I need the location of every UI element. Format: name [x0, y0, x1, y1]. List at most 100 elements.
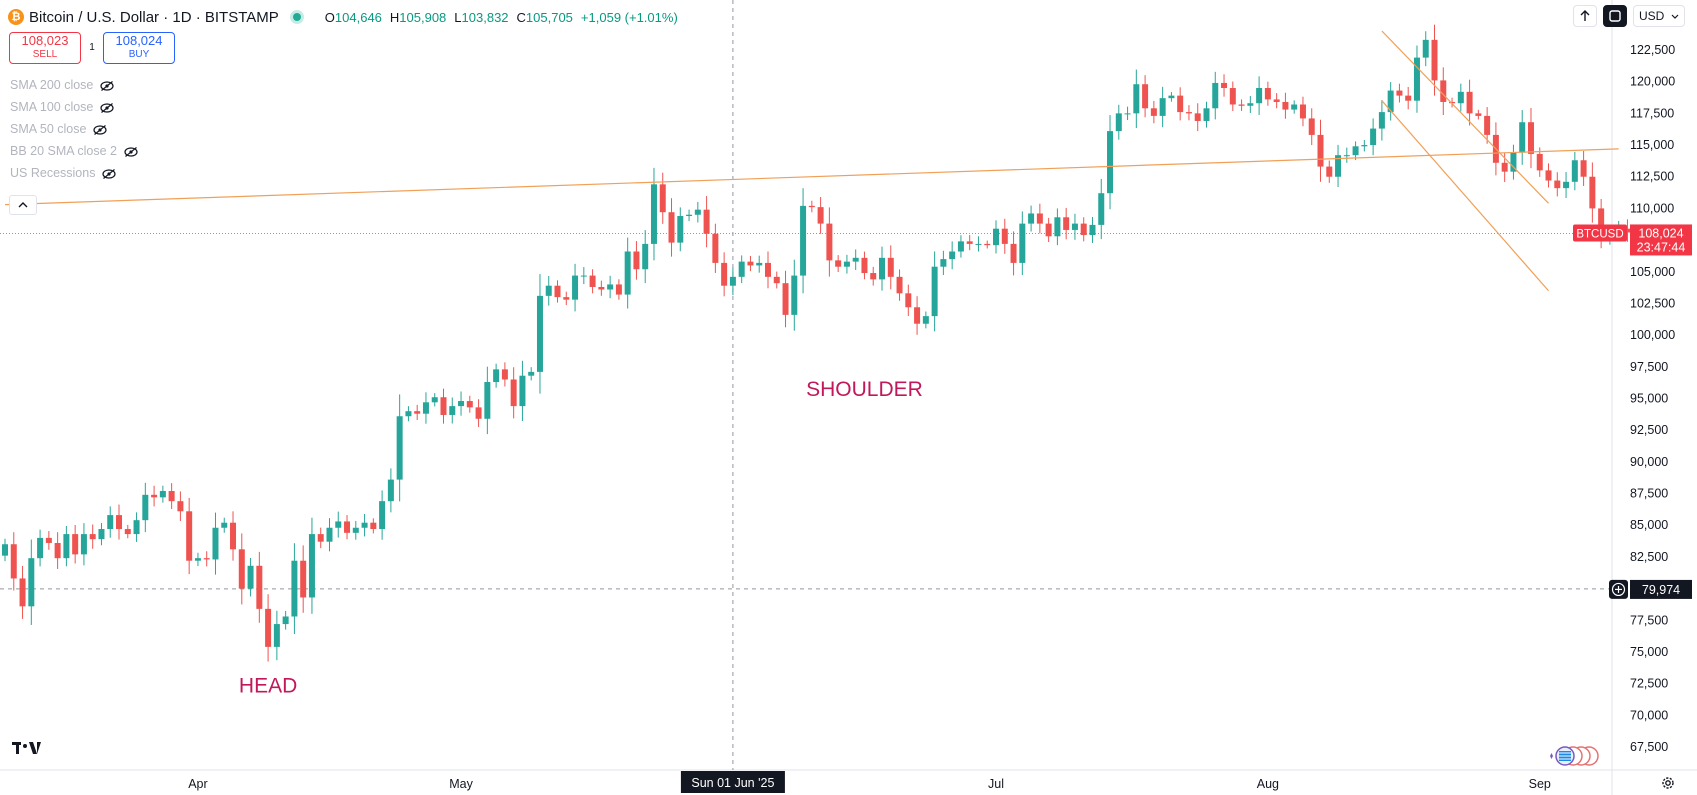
candle-body: [1229, 88, 1236, 105]
indicator-label: SMA 100 close: [10, 100, 94, 114]
symbol-tag: [1573, 224, 1627, 242]
collapse-legend-button[interactable]: [9, 195, 37, 215]
eye-off-icon[interactable]: [102, 168, 117, 179]
candle-body: [1159, 98, 1166, 116]
candle-body: [826, 223, 833, 261]
currency-value: USD: [1639, 9, 1665, 23]
candle-body: [387, 479, 394, 502]
candle-body: [396, 416, 403, 480]
candle-body: [852, 257, 859, 262]
y-tick-label: 70,000: [1630, 708, 1668, 722]
candle-body: [738, 261, 745, 277]
annotation-head[interactable]: HEAD: [239, 675, 297, 698]
indicator-sma-100[interactable]: SMA 100 close: [10, 96, 138, 118]
sell-button[interactable]: 108,023 SELL: [9, 32, 81, 64]
candle-body: [922, 316, 929, 324]
price-change: +1,059 (+1.01%): [580, 9, 678, 25]
candle-body: [598, 286, 605, 290]
candle-body: [116, 515, 123, 530]
y-tick-label: 90,000: [1630, 455, 1668, 469]
candle-body: [212, 527, 219, 560]
indicator-sma-200[interactable]: SMA 200 close: [10, 74, 138, 96]
buy-label: BUY: [128, 49, 150, 60]
candle-body: [405, 411, 412, 417]
indicator-label: SMA 50 close: [10, 122, 87, 136]
candle-body: [1510, 152, 1517, 172]
candle-body: [1054, 217, 1061, 237]
candle-body: [747, 261, 754, 266]
indicator-us-recessions[interactable]: US Recessions: [10, 162, 138, 184]
candle-body: [142, 494, 149, 521]
candle-body: [370, 522, 377, 530]
candle-body: [633, 251, 640, 270]
candle-body: [703, 209, 710, 234]
indicator-label: US Recessions: [10, 166, 96, 180]
candle-body: [1589, 176, 1596, 209]
sell-price: 108,023: [21, 33, 69, 48]
candle-body: [879, 257, 885, 280]
x-tick-label: Apr: [188, 777, 207, 791]
candle-body: [54, 542, 61, 559]
indicator-bb-20[interactable]: BB 20 SMA close 2: [10, 140, 138, 162]
candle-body: [800, 205, 807, 276]
candle-body: [238, 549, 245, 589]
candle-body: [1124, 113, 1131, 115]
eye-off-icon[interactable]: [100, 102, 114, 113]
candle-body: [843, 261, 850, 267]
candle-body: [282, 616, 289, 625]
indicator-sma-50[interactable]: SMA 50 close: [10, 118, 138, 140]
candle-body: [177, 501, 184, 512]
scroll-up-button[interactable]: [1573, 5, 1597, 27]
sell-label: SELL: [32, 49, 58, 60]
top-right-controls: USD: [1573, 5, 1685, 27]
y-tick-label: 105,000: [1630, 265, 1675, 279]
buy-button[interactable]: 108,024 BUY: [103, 32, 175, 64]
candle-body: [1247, 103, 1254, 106]
annotation-shoulder[interactable]: SHOULDER: [806, 378, 923, 401]
currency-select[interactable]: USD: [1633, 5, 1685, 27]
y-tick-label: 122,500: [1630, 43, 1675, 57]
candle-body: [1291, 104, 1298, 110]
candle-body: [326, 527, 333, 542]
candle-body: [729, 276, 736, 286]
candle-body: [1352, 146, 1359, 156]
crosshair-price-tag: [1630, 579, 1692, 599]
eye-off-icon[interactable]: [124, 146, 138, 157]
trendline-neckline[interactable]: [4, 148, 1619, 206]
x-tick-label: Jul: [988, 777, 1004, 791]
settings-gear-icon[interactable]: [1660, 775, 1676, 791]
candle-body: [37, 537, 44, 559]
candle-body: [19, 578, 26, 607]
candle-body: [1142, 84, 1149, 109]
eye-off-icon[interactable]: [100, 80, 114, 91]
candle-body: [1536, 153, 1543, 171]
trendline-channel-upper[interactable]: [1381, 30, 1549, 204]
candle-body: [1405, 95, 1412, 101]
candle-body: [1080, 223, 1087, 236]
crosshair-date-tag: [680, 771, 785, 793]
candle-body: [589, 275, 596, 287]
candle-body: [721, 262, 728, 286]
candle-body: [1177, 95, 1184, 113]
eye-off-icon[interactable]: [93, 124, 108, 135]
candle-body: [1001, 228, 1008, 244]
candle-body: [519, 375, 526, 407]
candle-body: [607, 284, 614, 290]
candle-body: [1571, 160, 1578, 182]
trendline-channel-lower[interactable]: [1381, 100, 1549, 292]
candle-body: [484, 382, 491, 419]
candle-body: [615, 284, 622, 295]
candle-body: [72, 534, 79, 555]
candle-body: [1387, 90, 1394, 113]
candle-body: [1457, 91, 1464, 104]
symbol-title[interactable]: Bitcoin / U.S. Dollar · 1D · BITSTAMP: [29, 8, 279, 26]
candle-body: [230, 522, 237, 550]
candle-body: [28, 558, 35, 607]
fullscreen-button[interactable]: [1603, 5, 1627, 27]
candle-body: [536, 295, 543, 372]
events-badge-icon[interactable]: [1541, 745, 1601, 767]
plus-circle-icon: [1611, 582, 1626, 597]
candle-body: [668, 212, 675, 243]
buy-price: 108,024: [115, 33, 163, 48]
